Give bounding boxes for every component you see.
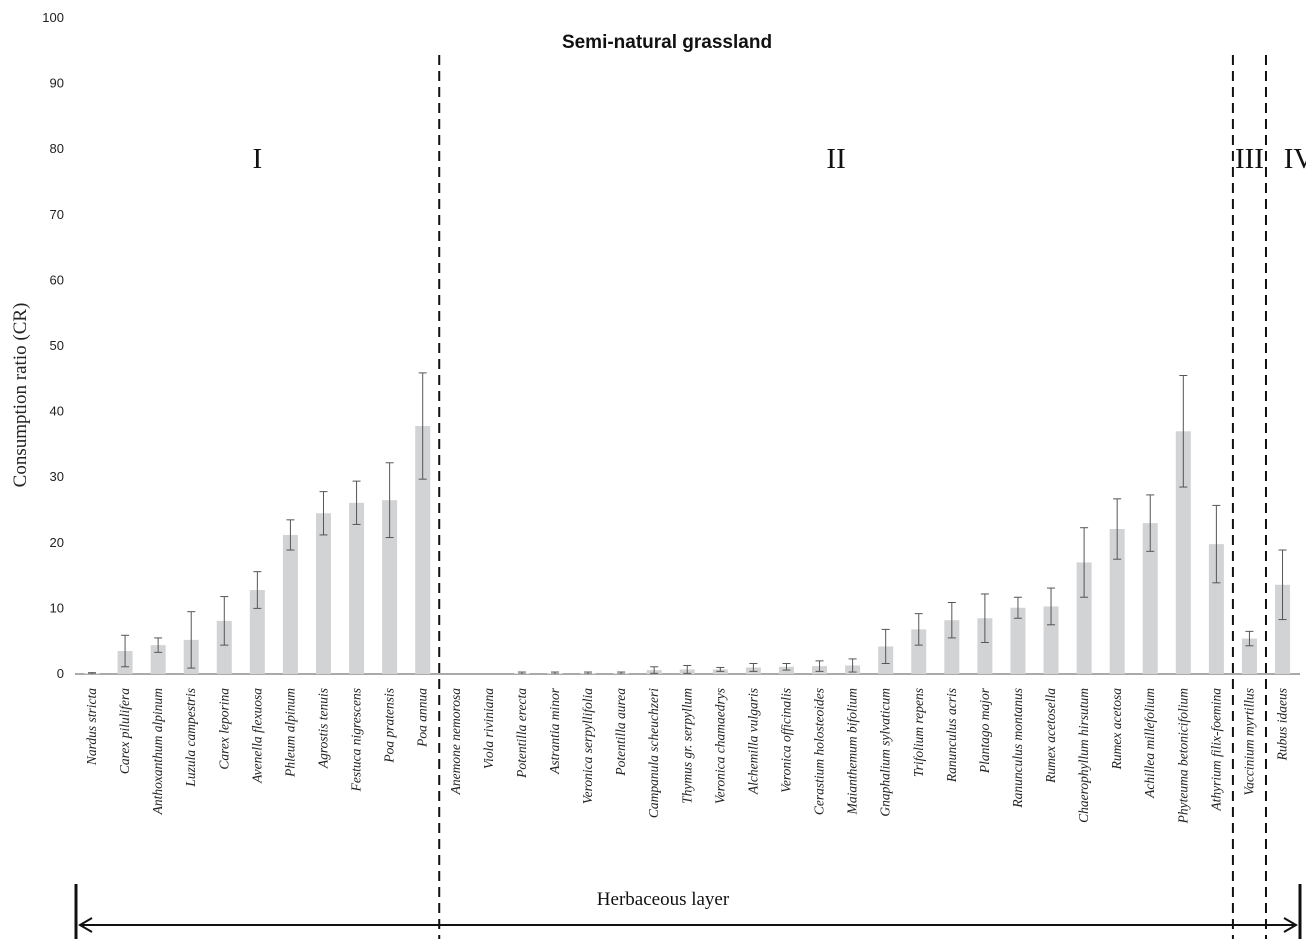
bar — [1275, 584, 1291, 674]
x-tick-label: Ranunculus montanus — [1010, 688, 1025, 809]
x-tick-label: Potentilla erecta — [514, 688, 529, 779]
group-labels: I II III IV — [253, 143, 1306, 175]
x-tick-label: Alchemilla vulgaris — [745, 688, 760, 795]
group-label: I — [253, 143, 263, 175]
x-tick-label: Potentilla aurea — [613, 688, 628, 777]
y-tick-label: 0 — [57, 666, 64, 681]
bar — [1175, 431, 1191, 674]
x-tick-label: Astrantia minor — [547, 687, 562, 775]
bar — [282, 534, 298, 674]
x-tick-label: Maianthemum bifolium — [845, 688, 860, 816]
y-tick-label: 40 — [50, 404, 64, 419]
x-tick-label: Vaccinium myrtillus — [1241, 688, 1256, 796]
bar — [977, 618, 993, 674]
x-tick-label: Veronica chamaedrys — [712, 688, 727, 804]
bar — [1241, 638, 1257, 674]
x-tick-label: Veronica officinalis — [778, 688, 793, 793]
y-tick-label: 50 — [50, 338, 64, 353]
group-label: II — [826, 143, 845, 175]
bar — [1076, 562, 1092, 674]
error-bars — [88, 372, 1287, 675]
y-tick-label: 20 — [50, 535, 64, 550]
y-tick-label: 70 — [50, 207, 64, 222]
herbaceous-layer-bracket: Herbaceous layer — [74, 884, 1302, 939]
bracket-arrow-right-head — [1283, 917, 1298, 933]
group-label: IV — [1284, 143, 1306, 175]
x-tick-label: Festuca nigrescens — [349, 688, 364, 792]
x-tick-label: Trifolium repens — [911, 688, 926, 777]
x-tick-label: Gnaphalium sylvaticum — [878, 688, 893, 817]
x-tick-label: Carex pilulifera — [117, 688, 132, 774]
x-tick-label: Rumex acetosa — [1109, 688, 1124, 771]
bar — [1010, 607, 1026, 674]
group-separators — [438, 55, 1267, 939]
x-tick-labels: Nardus stricta Carex pilulifera Anthoxanth… — [84, 687, 1290, 824]
x-tick-label: Avenella flexuosa — [249, 688, 264, 784]
bar — [249, 590, 265, 674]
x-tick-label: Phleum alpinum — [282, 688, 297, 778]
x-tick-label: Viola riviniana — [481, 688, 496, 769]
x-tick-label: Chaerophyllum hirsutum — [1076, 688, 1091, 823]
y-axis-label: Consumption ratio (CR) — [10, 303, 31, 488]
y-tick-label: 90 — [50, 76, 64, 91]
x-tick-label: Poa pratensis — [382, 688, 397, 764]
bar — [315, 513, 331, 674]
bar — [382, 500, 398, 674]
x-tick-label: Rumex acetosella — [1043, 688, 1058, 784]
herbaceous-layer-label: Herbaceous layer — [597, 889, 730, 910]
x-tick-label: Plantago major — [977, 687, 992, 774]
bar — [1142, 523, 1158, 674]
x-tick-label: Nardus stricta — [84, 688, 99, 766]
y-tick-label: 10 — [50, 600, 64, 615]
bar — [1109, 529, 1125, 674]
x-tick-label: Ranunculus acris — [944, 688, 959, 783]
bars — [84, 426, 1291, 674]
x-tick-label: Luzula campestris — [183, 688, 198, 788]
bar — [216, 620, 232, 674]
bar — [349, 502, 365, 674]
x-tick-label: Anemone nemorosa — [448, 688, 463, 796]
x-tick-label: Agrostis tenuis — [315, 688, 330, 769]
y-tick-label: 60 — [50, 272, 64, 287]
x-tick-label: Athyrium filix-foemina — [1208, 688, 1223, 812]
x-tick-label: Achillea millefolium — [1142, 688, 1157, 799]
y-tick-label: 100 — [42, 10, 64, 25]
y-axis: 0 10 20 30 40 50 60 70 80 90 100 — [42, 10, 64, 681]
bar — [1208, 544, 1224, 674]
x-tick-label: Phyteuma betonicifolium — [1175, 688, 1190, 825]
x-tick-label: Rubus idaeus — [1275, 688, 1290, 761]
x-tick-label: Veronica serpyllifolia — [580, 688, 595, 804]
chart-title: Semi-natural grassland — [562, 32, 772, 53]
bar — [944, 620, 960, 674]
x-tick-label: Poa annua — [415, 688, 430, 748]
bar — [415, 426, 431, 674]
y-tick-label: 30 — [50, 469, 64, 484]
x-tick-label: Anthoxanthum alpinum — [150, 688, 165, 816]
x-tick-label: Carex leporina — [216, 688, 231, 770]
bar — [911, 629, 927, 674]
x-tick-label: Thymus gr. serpyllum — [679, 688, 694, 804]
y-tick-label: 80 — [50, 141, 64, 156]
bar — [1043, 606, 1059, 674]
x-tick-label: Cerastium holosteoides — [812, 688, 827, 815]
bracket-arrow-left-head — [78, 917, 93, 933]
x-tick-label: Campanula scheuchzeri — [646, 688, 661, 818]
group-label: III — [1235, 143, 1264, 175]
